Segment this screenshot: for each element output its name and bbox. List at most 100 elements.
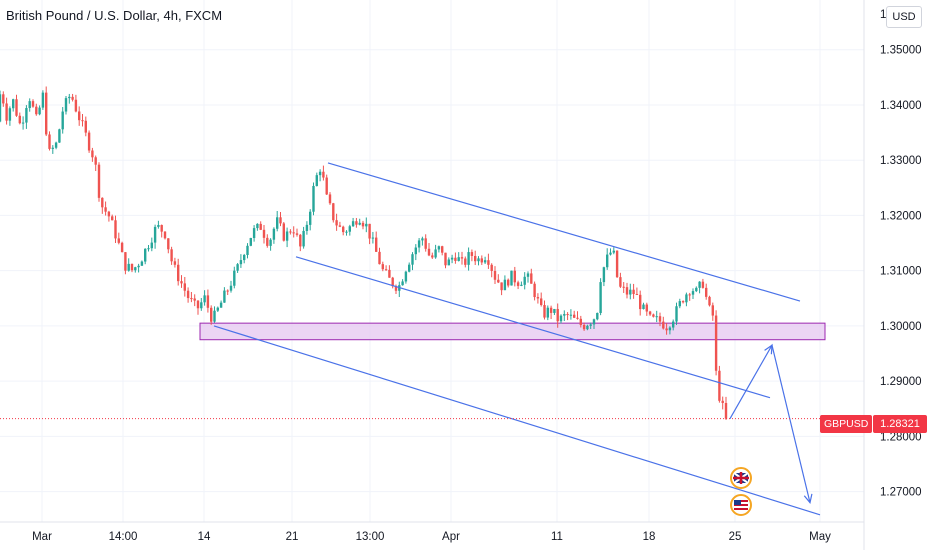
candle-body (302, 230, 305, 247)
price-axis[interactable]: 1.35000 1.34000 1.33000 1.32000 1.31000 1.300… (880, 45, 922, 499)
candle-body (391, 277, 394, 287)
candle-body (97, 164, 101, 198)
candle-body (236, 264, 239, 271)
time-axis[interactable]: Mar 14:00 14 21 13:00 Apr 11 18 25 May (32, 531, 831, 543)
currency-selector[interactable]: USD (886, 6, 922, 28)
candle-body (21, 122, 25, 124)
candle-body (305, 224, 309, 231)
x-tick-label: Mar (32, 531, 52, 543)
candle-body (685, 294, 688, 303)
candle-body (120, 242, 124, 253)
candle-body (645, 304, 648, 312)
projection-arrowhead-up (764, 344, 773, 355)
channel-upper-line[interactable] (327, 162, 801, 302)
candle-body (186, 290, 190, 299)
candle-body (513, 270, 516, 283)
us-flag-icon[interactable] (730, 494, 752, 516)
candle-body (276, 217, 279, 229)
support-zone-layer (199, 322, 826, 341)
x-tick-label: 18 (643, 531, 656, 543)
candle-body (652, 314, 655, 317)
x-tick-label: 13:00 (356, 531, 385, 543)
candle-body (441, 246, 444, 253)
candle-body (226, 290, 229, 292)
candle-body (381, 264, 384, 270)
candle-body (619, 277, 622, 287)
candle-body (196, 300, 200, 309)
candle-body (104, 207, 107, 212)
candle-body (563, 314, 566, 316)
candle-body (335, 220, 338, 226)
candle-body (573, 314, 576, 318)
candle-body (589, 324, 592, 326)
candle-body (503, 279, 507, 291)
x-tick-label: May (809, 531, 831, 543)
candle-body (714, 315, 718, 371)
candle-body (648, 311, 652, 315)
candle-body (15, 99, 18, 116)
candle-body (137, 265, 140, 268)
candle-body (408, 264, 411, 272)
candle-body (107, 211, 111, 217)
x-tick-label: 25 (729, 531, 742, 543)
candle-body (180, 281, 183, 284)
candle-body (147, 248, 150, 250)
candles (0, 86, 728, 420)
candle-body (388, 269, 391, 278)
price-axis-top-tick: 1 (880, 9, 887, 21)
candle-body (64, 98, 68, 112)
candle-body (384, 269, 388, 271)
candle-body (365, 223, 368, 227)
support-zone[interactable] (199, 322, 826, 341)
candle-body (665, 328, 668, 331)
candle-body (312, 185, 315, 212)
candle-body (612, 250, 615, 253)
economic-events[interactable] (730, 467, 752, 516)
candle-body (404, 271, 408, 282)
gb-flag-icon[interactable] (730, 467, 752, 489)
candle-body (464, 258, 467, 265)
candle-body (599, 282, 602, 313)
y-tick-label: 1.30000 (880, 321, 922, 333)
candle-body (173, 261, 177, 265)
candle-body (536, 297, 540, 299)
x-tick-label: 21 (286, 531, 299, 543)
x-tick-label: Apr (442, 531, 460, 543)
candle-body (705, 287, 708, 297)
candle-body (114, 220, 117, 239)
candle-body (124, 252, 127, 271)
candle-body (256, 223, 259, 229)
candle-body (200, 302, 203, 309)
candle-body (454, 257, 457, 261)
candle-body (635, 294, 639, 296)
candle-body (540, 298, 543, 306)
candle-body (177, 264, 180, 282)
candle-body (556, 308, 559, 322)
candle-body (252, 228, 256, 238)
y-tick-label: 1.32000 (880, 210, 922, 222)
candle-body (163, 231, 167, 239)
channel-middle-line[interactable] (295, 256, 771, 399)
candle-body (130, 263, 134, 271)
candle-body (487, 260, 490, 265)
candle-body (233, 270, 236, 286)
candle-body (460, 257, 464, 259)
candle-body (417, 240, 421, 248)
candle-body (625, 287, 629, 295)
candle-body (193, 298, 196, 301)
y-tick-label: 1.33000 (880, 155, 922, 167)
candle-body (45, 92, 48, 135)
symbol-price-label: GBPUSD (820, 415, 873, 433)
candle-body (259, 223, 262, 230)
candle-body (140, 261, 144, 266)
candle-body (262, 229, 266, 238)
candle-body (467, 252, 470, 265)
candle-body (701, 281, 705, 288)
candle-body (711, 305, 714, 316)
channel-lower-line[interactable] (213, 325, 821, 516)
candle-body (576, 317, 579, 319)
candle-body (497, 279, 500, 283)
candle-body (58, 129, 61, 143)
candle-body (322, 171, 325, 178)
